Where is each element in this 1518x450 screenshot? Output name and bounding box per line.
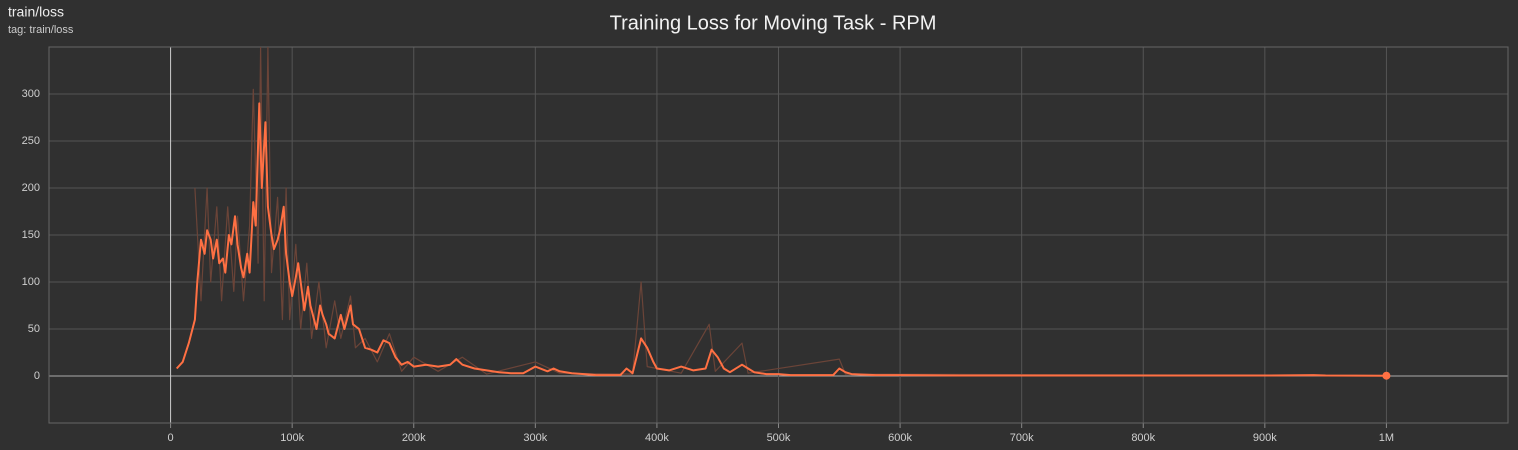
x-tick-label: 300k (523, 432, 547, 444)
y-tick-label: 300 (22, 88, 40, 100)
run-name: train/loss (8, 4, 64, 20)
x-tick-label: 500k (767, 432, 791, 444)
y-tick-label: 100 (22, 276, 40, 288)
y-tick-label: 150 (22, 229, 40, 241)
y-tick-label: 50 (28, 323, 40, 335)
y-tick-label: 200 (22, 182, 40, 194)
y-tick-label: 250 (22, 135, 40, 147)
x-tick-label: 900k (1253, 432, 1277, 444)
x-tick-label: 800k (1131, 432, 1155, 444)
tag-label: tag: train/loss (8, 24, 74, 36)
x-tick-label: 700k (1010, 432, 1034, 444)
series-line (175, 102, 1387, 377)
plot-frame (48, 46, 1509, 424)
y-tick-label: 0 (34, 370, 40, 382)
x-tick-label: 200k (402, 432, 426, 444)
x-tick-label: 0 (168, 432, 174, 444)
x-tick-label: 1M (1379, 432, 1394, 444)
x-tick-label: 100k (280, 432, 304, 444)
x-tick-label: 600k (888, 432, 912, 444)
x-tick-label: 400k (645, 432, 669, 444)
chart-title: Training Loss for Moving Task - RPM (610, 12, 937, 34)
end-point (1382, 371, 1391, 380)
plot-area (175, 47, 1387, 377)
